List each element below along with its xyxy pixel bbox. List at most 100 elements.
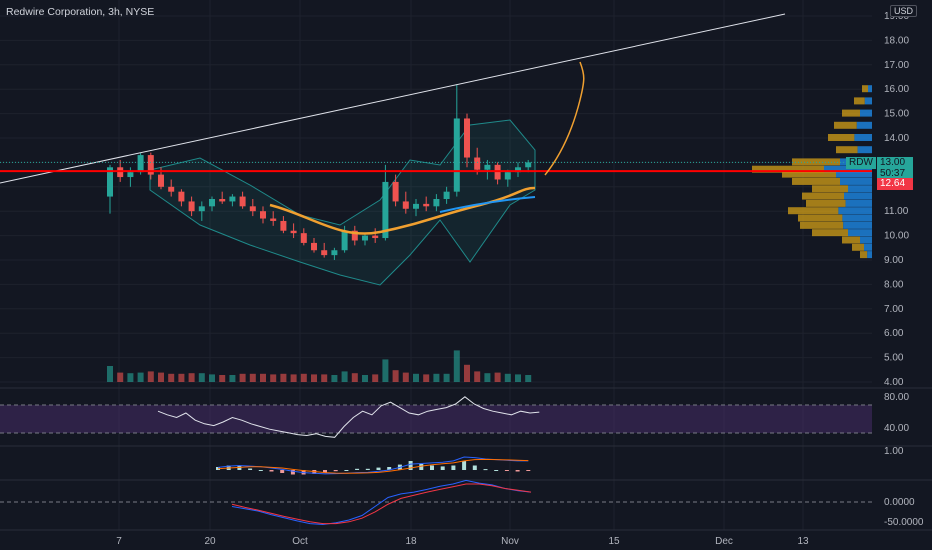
volume-bar <box>331 375 338 382</box>
volume-profile-row <box>843 221 872 229</box>
volume-profile-row <box>800 221 844 229</box>
drawing-lines[interactable] <box>0 13 872 184</box>
volume-bar <box>229 375 236 382</box>
macd-histogram-bar <box>365 468 370 470</box>
chart-grid <box>0 0 872 530</box>
bollinger-bands <box>149 119 536 286</box>
volume-profile-row <box>838 207 872 215</box>
candle-body <box>158 174 164 187</box>
price-axis[interactable]: 19.0018.0017.0016.0015.0014.0013.0012.00… <box>884 11 924 528</box>
candle-body <box>433 199 440 207</box>
time-tick-label: Oct <box>292 536 308 547</box>
volume-bar <box>290 374 297 382</box>
volume-bar <box>321 374 328 382</box>
horizontal-line-price-tag: 12.64 <box>877 178 913 190</box>
price-tick-label: 11.00 <box>884 206 909 217</box>
oscillator-tick-label: 0.0000 <box>884 497 915 508</box>
time-tick-label: Dec <box>715 536 733 547</box>
volume-bar <box>362 375 368 382</box>
volume-profile-row <box>860 236 872 244</box>
candle-body <box>127 172 134 178</box>
macd-tick-label: 1.00 <box>884 446 904 457</box>
volume-profile-row <box>782 170 836 178</box>
macd-histogram-bar <box>290 470 295 475</box>
macd-histogram-bar <box>333 470 338 472</box>
candle-body <box>362 235 368 241</box>
volume-profile-row <box>842 109 860 117</box>
volume-profile-row <box>862 85 868 93</box>
price-tick-label: 15.00 <box>884 109 909 120</box>
time-tick-label: 15 <box>608 536 620 547</box>
candle-body <box>147 155 154 175</box>
candle-body <box>188 201 195 212</box>
volume-profile-row <box>844 192 872 200</box>
candle-body <box>270 218 277 221</box>
macd-histogram-bar <box>462 461 467 470</box>
volume-bar <box>423 374 430 382</box>
volume-profile-row <box>845 199 872 207</box>
ticker-tag: RDW <box>846 157 876 169</box>
candle-body <box>198 206 205 212</box>
oscillator-tick-label: -50.0000 <box>884 517 924 528</box>
macd-histogram-bar <box>344 470 349 471</box>
volume-bar <box>464 364 470 382</box>
price-tick-label: 14.00 <box>884 133 909 144</box>
macd-histogram-bar <box>515 470 520 472</box>
volume-bar <box>107 366 113 382</box>
volume-profile-row <box>836 146 858 154</box>
volume-bar <box>168 373 175 382</box>
volume-bar <box>137 372 144 382</box>
currency-badge[interactable]: USD <box>890 5 918 17</box>
price-tick-label: 16.00 <box>884 84 909 95</box>
volume-bar <box>413 373 419 382</box>
time-axis[interactable]: 7 20 Oct 18 Nov 15 Dec 13 <box>116 536 809 547</box>
macd-histogram-bar <box>258 470 263 471</box>
price-tick-label: 7.00 <box>884 304 904 315</box>
volume-bar <box>198 373 205 382</box>
volume-profile-row <box>792 177 840 185</box>
price-tick-label: 4.00 <box>884 377 904 388</box>
rsi-pane <box>0 396 872 438</box>
volume-bar <box>372 374 379 382</box>
symbol-title[interactable]: Redwire Corporation, 3h, NYSE <box>6 6 155 18</box>
candle-body <box>311 242 317 251</box>
macd-histogram-bar <box>526 470 531 471</box>
macd-histogram-bar <box>248 468 253 470</box>
moving-average-blue <box>439 196 536 213</box>
rsi-tick-label: 40.00 <box>884 423 909 434</box>
volume-profile-row <box>788 207 839 215</box>
volume-profile-row <box>840 177 872 185</box>
macd-signal-line <box>217 458 529 474</box>
macd-histogram-bar <box>430 465 434 470</box>
candle-body <box>290 230 297 234</box>
oscillator-pane <box>0 479 872 526</box>
rsi-tick-label: 80.00 <box>884 392 909 403</box>
candle-body <box>464 118 470 158</box>
price-tick-label: 10.00 <box>884 231 909 242</box>
candle-body <box>525 162 532 168</box>
candle-body <box>229 196 236 202</box>
volume-profile-row <box>864 97 872 105</box>
projection-curve <box>544 61 585 176</box>
volume-profile-row <box>867 251 872 259</box>
volume-profile-row <box>860 109 872 117</box>
candle-body <box>209 199 215 207</box>
bar-countdown-tag: 50:37 <box>877 168 913 180</box>
candle-body <box>515 167 521 173</box>
volume-bar <box>178 373 185 382</box>
volume-profile-row <box>802 192 844 200</box>
time-tick-label: 20 <box>204 536 216 547</box>
volume-bar <box>219 375 226 382</box>
volume-bar <box>158 372 164 382</box>
candle-body <box>280 220 287 231</box>
volume-bar <box>351 373 358 382</box>
candle-body <box>107 167 113 197</box>
macd-histogram-bar <box>269 470 274 472</box>
macd-histogram-bar <box>355 468 360 470</box>
macd-histogram-bar <box>280 470 285 473</box>
ascending-trendline <box>0 13 786 184</box>
candle-body <box>300 233 307 243</box>
price-tick-label: 9.00 <box>884 255 904 266</box>
volume-bars <box>107 350 532 382</box>
